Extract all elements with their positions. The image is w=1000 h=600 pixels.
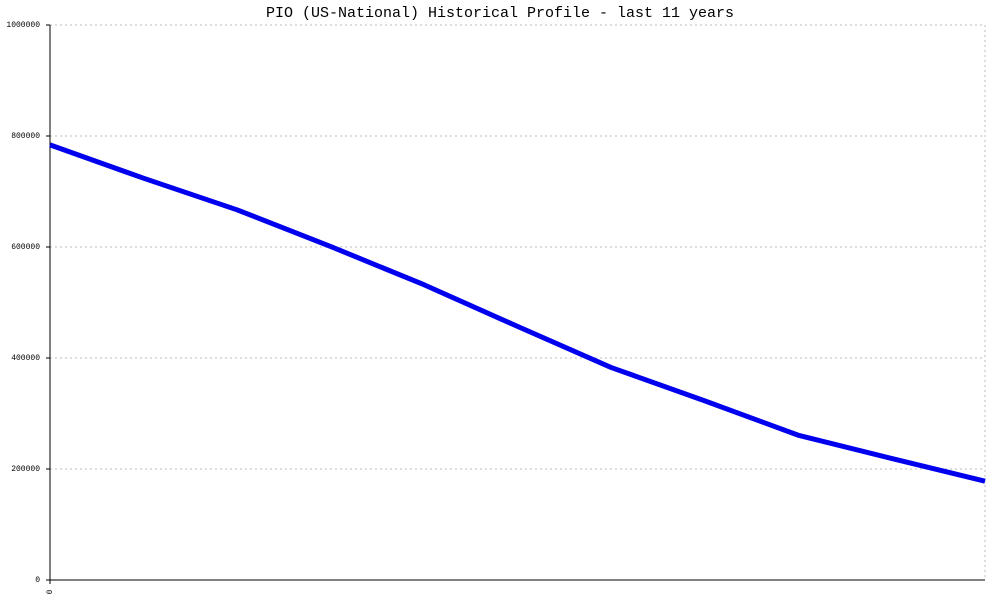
y-tick-label: 600000 bbox=[11, 243, 40, 252]
y-tick-label: 400000 bbox=[11, 354, 40, 363]
y-tick-label: 0 bbox=[35, 576, 40, 585]
y-tick-label: 1000000 bbox=[6, 21, 40, 30]
chart-title: PIO (US-National) Historical Profile - l… bbox=[266, 5, 734, 22]
data-line bbox=[49, 142, 986, 484]
x-tick-label: 0 bbox=[46, 589, 55, 594]
y-tick-label: 800000 bbox=[11, 132, 40, 141]
y-tick-label: 200000 bbox=[11, 465, 40, 474]
